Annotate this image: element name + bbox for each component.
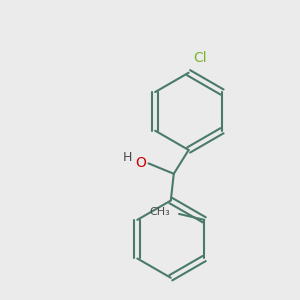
Text: O: O — [136, 156, 146, 170]
Text: CH₃: CH₃ — [149, 207, 170, 218]
Text: H: H — [123, 151, 132, 164]
Text: Cl: Cl — [193, 51, 207, 65]
